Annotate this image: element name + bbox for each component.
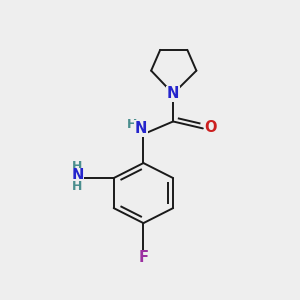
- Text: N: N: [71, 168, 84, 183]
- Text: F: F: [138, 250, 148, 265]
- Text: O: O: [204, 120, 217, 135]
- Text: H: H: [72, 160, 83, 173]
- Text: H: H: [72, 180, 83, 193]
- Text: H: H: [127, 118, 137, 131]
- Text: N: N: [167, 86, 179, 101]
- Text: N: N: [135, 121, 147, 136]
